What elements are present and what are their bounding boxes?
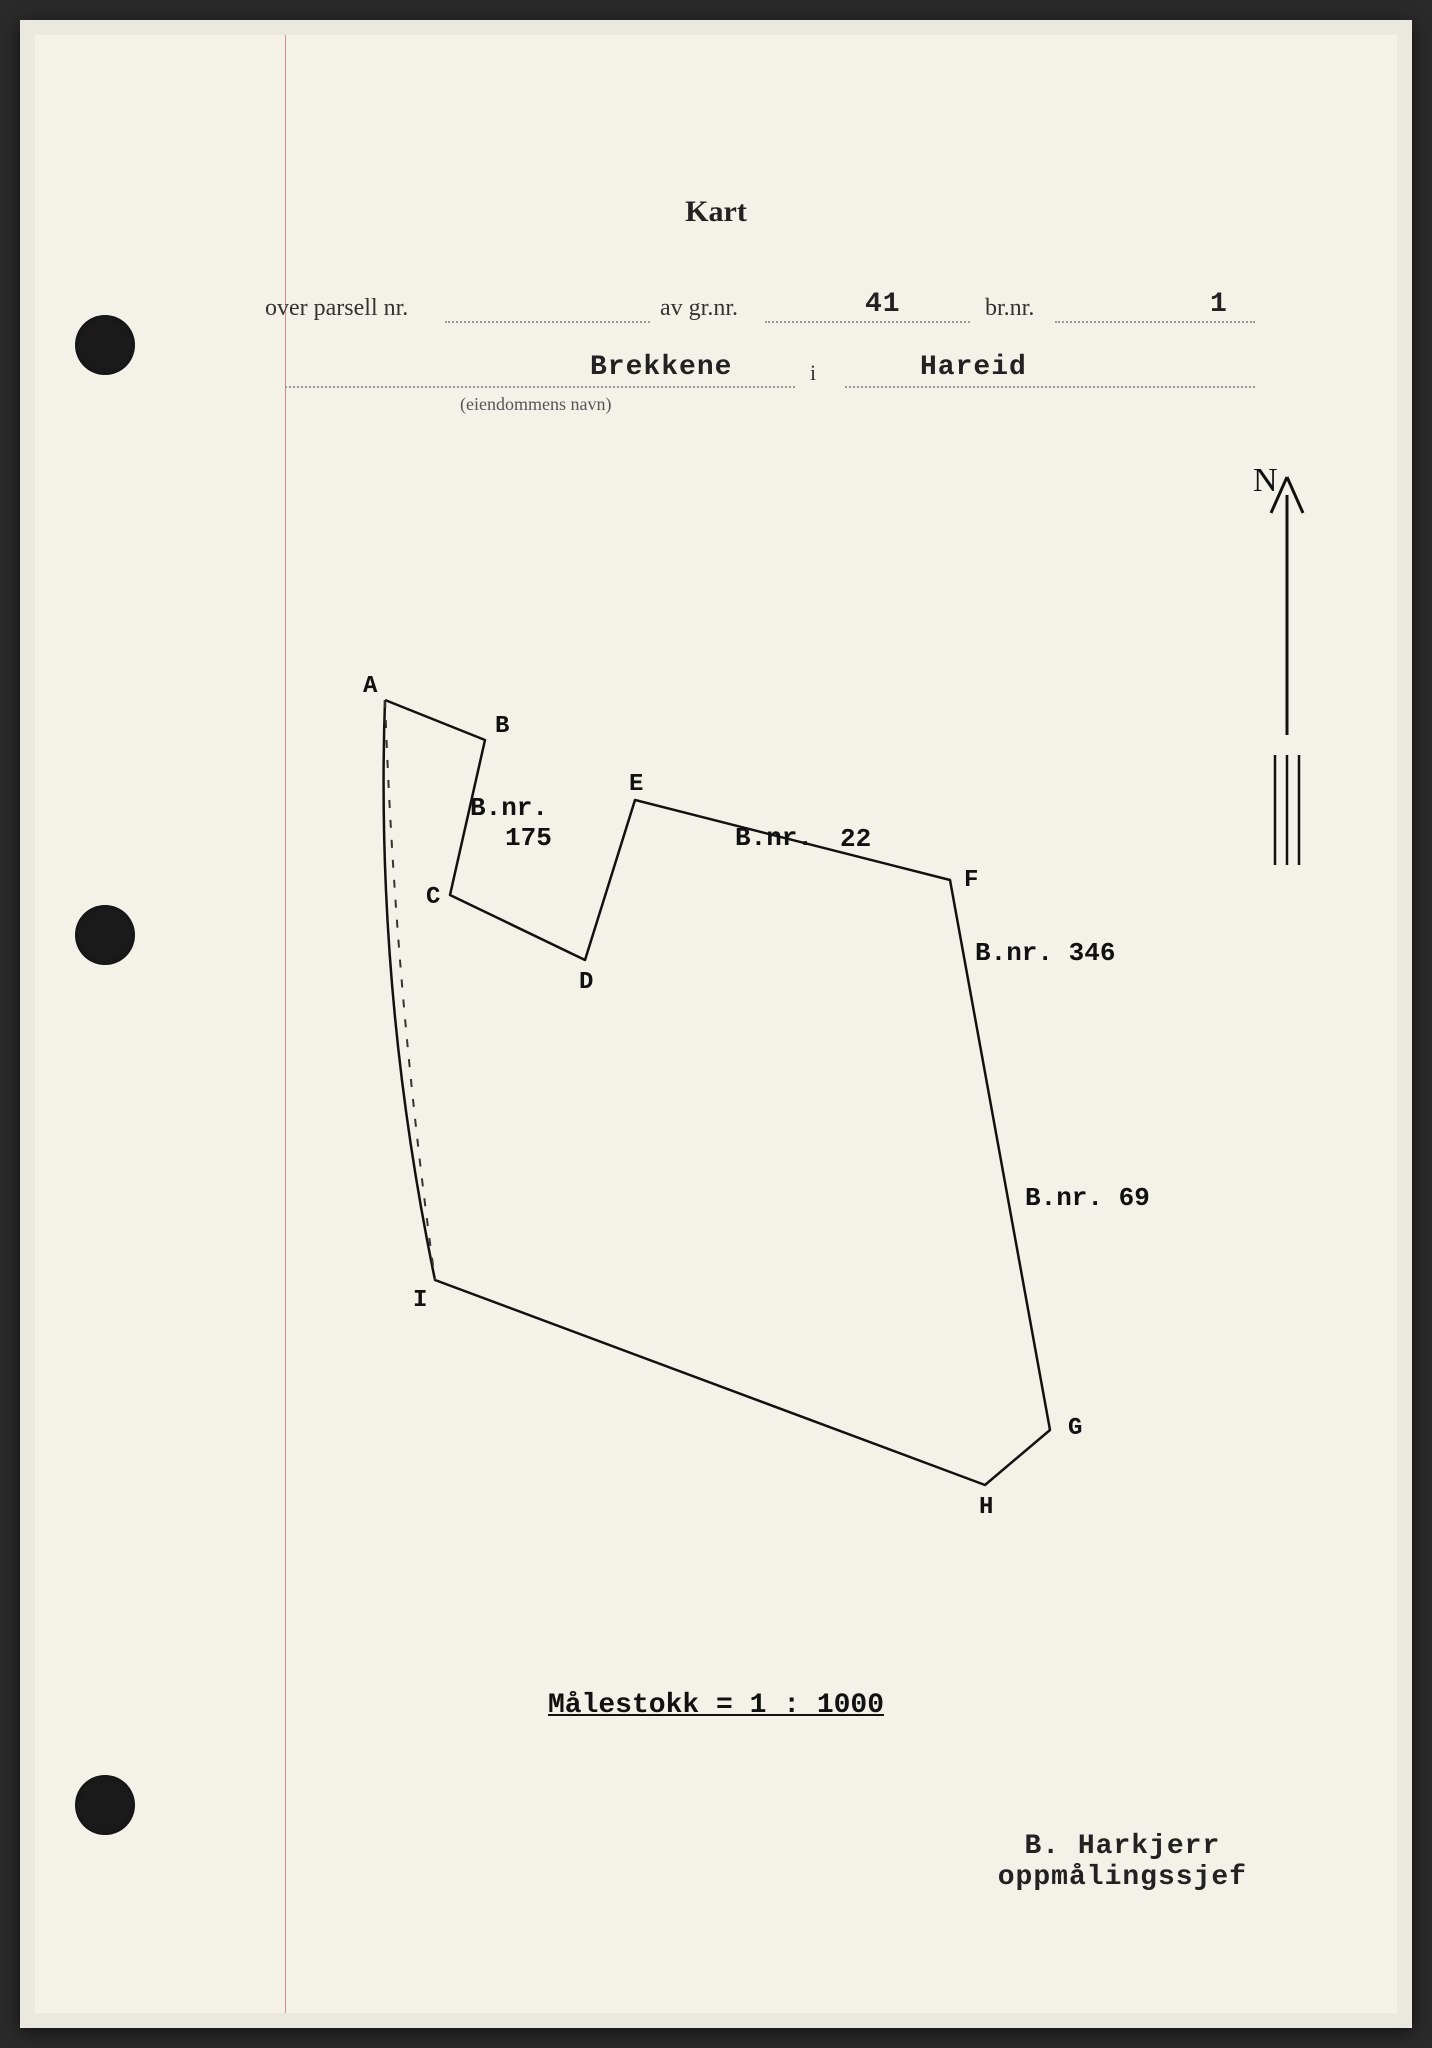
vertex-label-a: A (363, 673, 378, 700)
parcel-label: 22 (840, 824, 871, 854)
vertex-label-b: B (495, 713, 509, 740)
parcel-label: 175 (505, 823, 552, 853)
parcel-label: B.nr. 69 (1025, 1183, 1150, 1213)
label-grnr: av gr.nr. (660, 295, 738, 322)
vertex-label-g: G (1068, 1415, 1082, 1442)
page-title: Kart (35, 195, 1397, 229)
scale-label: Målestokk = 1 : 1000 (35, 1690, 1397, 1721)
paper-page: Kart over parsell nr. av gr.nr. 41 br.nr… (35, 35, 1397, 2013)
punch-hole (75, 905, 135, 965)
value-brnr: 1 (1210, 289, 1228, 320)
label-i: i (810, 360, 816, 386)
parcel-label: B.nr. (735, 823, 813, 853)
sublabel-property-name: (eiendommens navn) (460, 394, 611, 415)
field-municipality (845, 364, 1255, 388)
value-municipality: Hareid (920, 352, 1027, 383)
scale-text: Målestokk = 1 : 1000 (548, 1690, 884, 1721)
punch-hole (75, 1775, 135, 1835)
vertex-label-h: H (979, 1494, 993, 1521)
vertex-label-e: E (629, 771, 643, 798)
label-parsell: over parsell nr. (265, 295, 408, 322)
signatory-name: B. Harkjerr (998, 1831, 1247, 1862)
vertex-label-f: F (964, 867, 978, 894)
signatory-title: oppmålingssjef (998, 1862, 1247, 1893)
cadastral-map: ABCDEFGHIB.nr.175B.nr.22B.nr. 346B.nr. 6… (265, 485, 1315, 1635)
value-grnr: 41 (865, 289, 901, 320)
parcel-label: B.nr. 346 (975, 938, 1115, 968)
scan-frame: Kart over parsell nr. av gr.nr. 41 br.nr… (20, 20, 1412, 2028)
cadastral-map-svg: ABCDEFGHIB.nr.175B.nr.22B.nr. 346B.nr. 6… (265, 485, 1315, 1635)
field-parsell (445, 299, 650, 323)
signature-block: B. Harkjerr oppmålingssjef (998, 1831, 1247, 1893)
value-property-name: Brekkene (590, 352, 732, 383)
form-row-name: Brekkene i Hareid (eiendommens navn) (265, 360, 1317, 420)
form-row-parcel: over parsell nr. av gr.nr. 41 br.nr. 1 (265, 295, 1317, 335)
vertex-label-i: I (413, 1287, 427, 1314)
parcel-label: B.nr. (470, 793, 548, 823)
vertex-label-d: D (579, 969, 593, 996)
punch-hole (75, 315, 135, 375)
label-brnr: br.nr. (985, 295, 1034, 322)
vertex-label-c: C (426, 884, 440, 911)
